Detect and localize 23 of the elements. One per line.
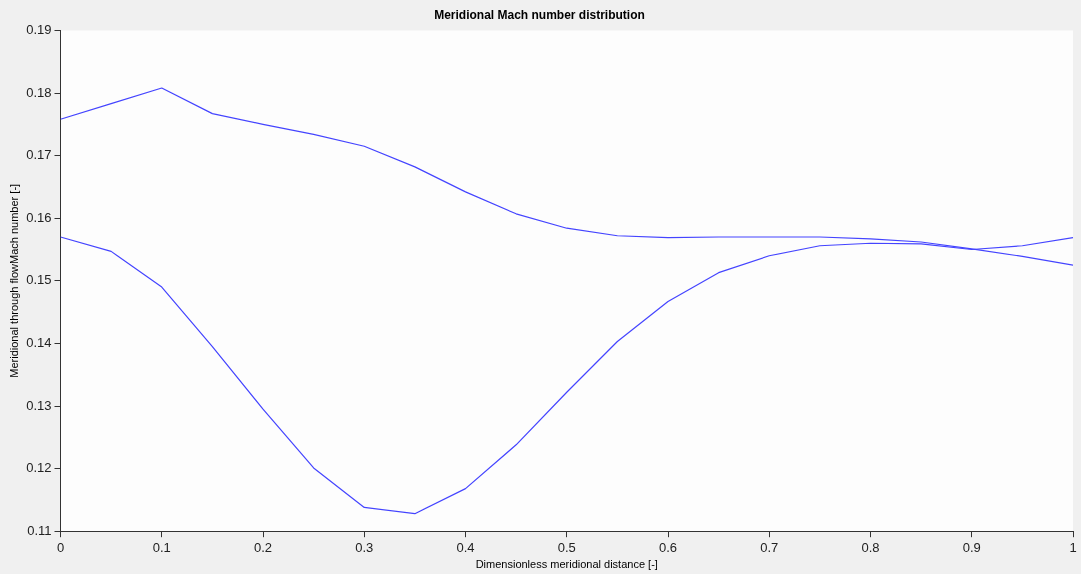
y-tick-label: 0.12 bbox=[26, 460, 52, 476]
x-tick-label: 0.4 bbox=[456, 539, 475, 555]
x-tick-label: 0.9 bbox=[962, 539, 981, 555]
x-axis-title: Dimensionless meridional distance [-] bbox=[475, 558, 658, 571]
x-tick-label: 0.8 bbox=[861, 539, 880, 555]
x-tick-label: 0.3 bbox=[355, 539, 374, 555]
y-tick-label: 0.17 bbox=[26, 147, 52, 163]
y-tick-label: 0.13 bbox=[26, 397, 52, 413]
x-tick-label: 0 bbox=[56, 539, 65, 555]
chart-title: Meridional Mach number distribution bbox=[434, 7, 645, 22]
y-axis-title: Meridional through flowMach number [-] bbox=[7, 183, 20, 378]
y-tick-label: 0.14 bbox=[26, 334, 52, 350]
x-tick-label: 0.5 bbox=[557, 539, 576, 555]
y-tick-label: 0.15 bbox=[26, 272, 52, 288]
x-tick-label: 0.7 bbox=[760, 539, 779, 555]
x-tick-label: 0.6 bbox=[658, 539, 678, 555]
x-tick-label: 0.2 bbox=[253, 539, 273, 555]
y-tick-label: 0.19 bbox=[26, 21, 52, 37]
y-tick-label: 0.16 bbox=[26, 209, 52, 225]
x-tick-label: 0.1 bbox=[152, 539, 171, 555]
y-tick-label: 0.18 bbox=[26, 84, 52, 100]
y-tick-label: 0.11 bbox=[27, 522, 52, 538]
x-tick-label: 1 bbox=[1069, 539, 1077, 555]
